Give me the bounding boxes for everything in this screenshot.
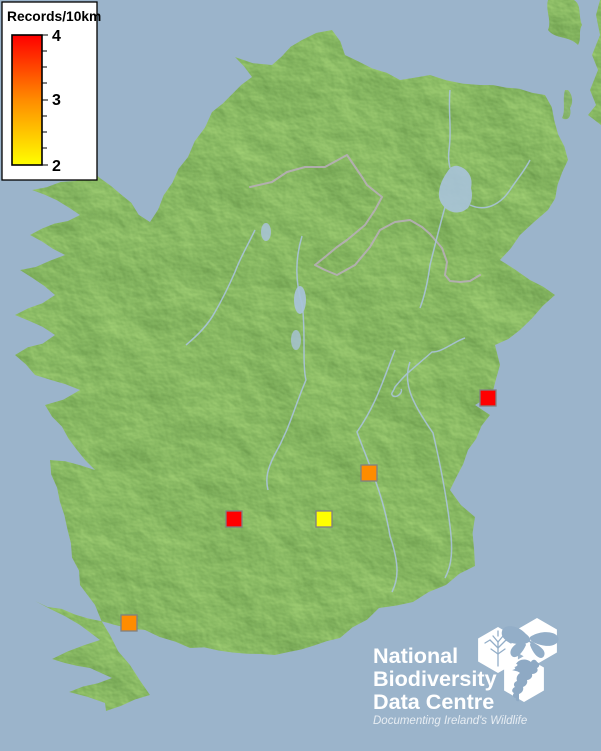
svg-text:2: 2 (52, 158, 61, 175)
svg-text:Records/10km: Records/10km (7, 9, 101, 24)
svg-text:3: 3 (52, 92, 61, 109)
svg-text:Biodiversity: Biodiversity (373, 666, 497, 691)
svg-text:National: National (373, 643, 458, 668)
svg-text:4: 4 (52, 28, 61, 45)
svg-text:Documenting Ireland's Wildlife: Documenting Ireland's Wildlife (373, 715, 527, 727)
svg-text:Data Centre: Data Centre (373, 689, 494, 714)
